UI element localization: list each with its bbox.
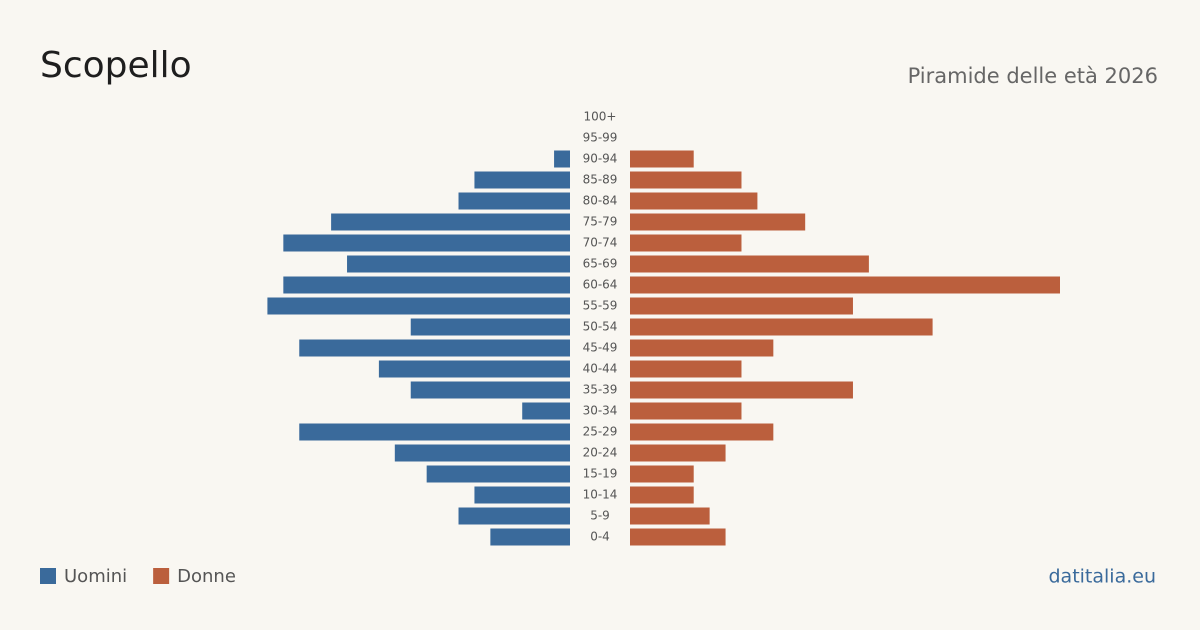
bar xyxy=(630,150,694,168)
legend-label: Donne xyxy=(177,566,236,587)
age-label: 65-69 xyxy=(583,257,618,271)
bar xyxy=(267,297,570,315)
bar xyxy=(630,255,869,273)
bar xyxy=(410,318,570,336)
bar xyxy=(630,360,742,378)
bar xyxy=(630,234,742,252)
bar xyxy=(630,444,726,462)
bar xyxy=(630,507,710,525)
age-label: 20-24 xyxy=(583,446,618,460)
bar xyxy=(283,234,570,252)
bar xyxy=(283,276,570,294)
bar xyxy=(630,318,933,336)
bar xyxy=(630,381,853,399)
age-label: 70-74 xyxy=(583,236,618,250)
age-label: 85-89 xyxy=(583,173,618,187)
bar xyxy=(458,507,570,525)
age-label: 0-4 xyxy=(590,530,610,544)
bar xyxy=(630,528,726,546)
bar xyxy=(630,465,694,483)
age-label: 90-94 xyxy=(583,152,618,166)
bar xyxy=(299,339,570,357)
age-label: 95-99 xyxy=(583,131,618,145)
age-label: 15-19 xyxy=(583,467,618,481)
bar xyxy=(458,192,570,210)
age-label: 80-84 xyxy=(583,194,618,208)
bar xyxy=(630,276,1060,294)
bar xyxy=(394,444,570,462)
bar xyxy=(474,171,570,189)
legend-label: Uomini xyxy=(64,566,127,587)
age-label: 5-9 xyxy=(590,509,610,523)
bar xyxy=(378,360,570,378)
bar xyxy=(474,486,570,504)
age-label: 45-49 xyxy=(583,341,618,355)
age-label: 55-59 xyxy=(583,299,618,313)
age-label: 30-34 xyxy=(583,404,618,418)
age-label: 100+ xyxy=(584,110,617,124)
chart-subtitle: Piramide delle età 2026 xyxy=(908,64,1158,88)
legend-swatch xyxy=(153,568,170,584)
bar xyxy=(410,381,570,399)
bar xyxy=(630,213,806,231)
bar xyxy=(630,339,774,357)
chart-title: Scopello xyxy=(40,45,192,86)
age-label: 50-54 xyxy=(583,320,618,334)
age-label: 40-44 xyxy=(583,362,618,376)
legend-swatch xyxy=(40,568,56,584)
source: datitalia.eu xyxy=(1049,566,1157,588)
bar xyxy=(522,402,570,420)
age-label: 25-29 xyxy=(583,425,618,439)
bar xyxy=(426,465,570,483)
bar xyxy=(630,423,774,441)
bar xyxy=(347,255,570,273)
bar xyxy=(630,192,758,210)
age-label: 60-64 xyxy=(583,278,618,292)
bar xyxy=(554,150,570,168)
bar xyxy=(630,402,742,420)
bar xyxy=(630,171,742,189)
age-label: 75-79 xyxy=(583,215,618,229)
bar xyxy=(630,486,694,504)
bar xyxy=(331,213,570,231)
age-label: 35-39 xyxy=(583,383,618,397)
age-label: 10-14 xyxy=(583,488,618,502)
bar xyxy=(299,423,570,441)
bar xyxy=(490,528,570,546)
bar xyxy=(630,297,853,315)
